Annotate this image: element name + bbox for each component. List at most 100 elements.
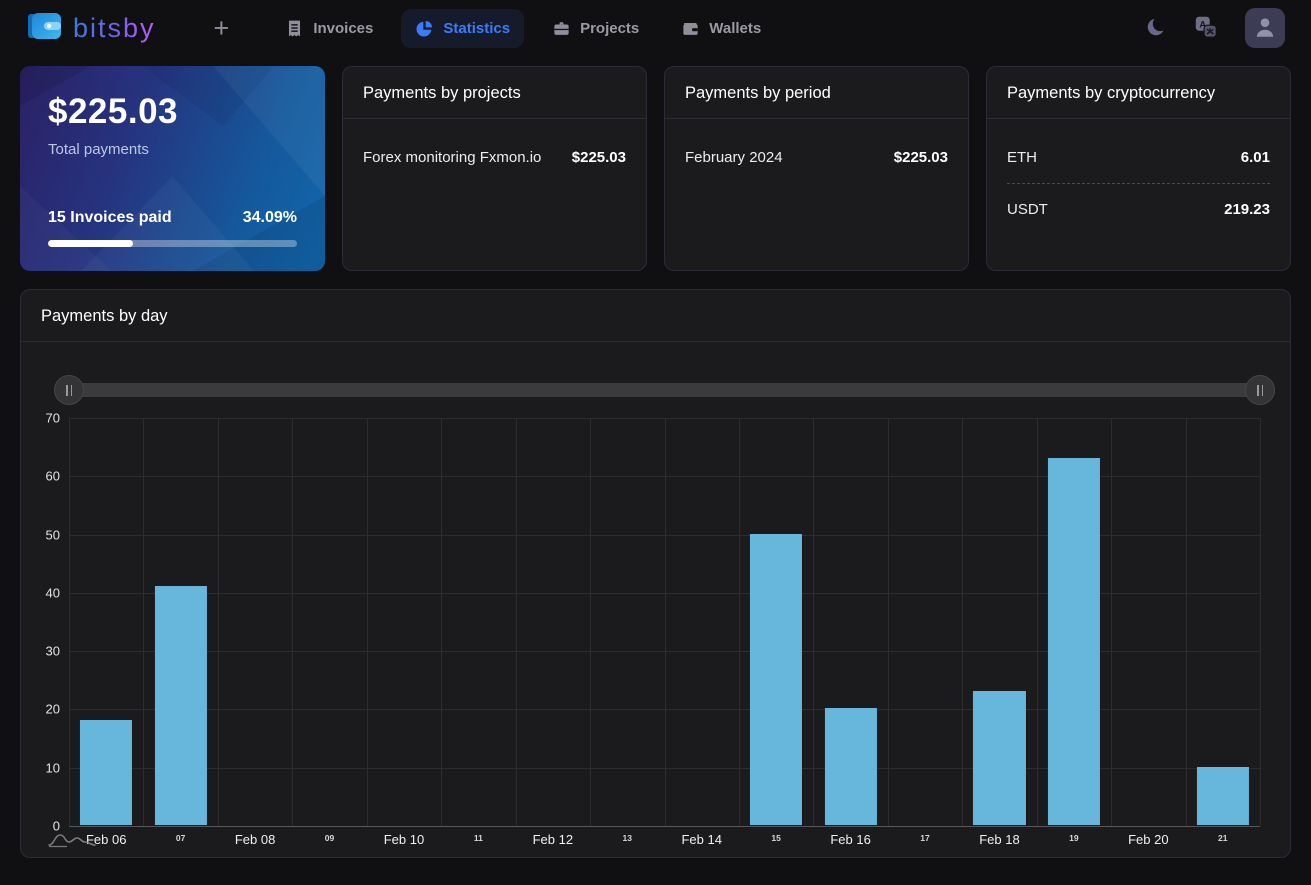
plot-area [69, 418, 1260, 826]
gridline [665, 418, 666, 826]
gridline [888, 418, 889, 826]
language-switcher[interactable]: A [1193, 14, 1219, 43]
chart-bar-feb-06[interactable] [80, 720, 132, 825]
chart-bar-19[interactable] [1048, 458, 1100, 825]
slider-track[interactable] [69, 383, 1260, 397]
x-axis-label: Feb 20 [1128, 832, 1168, 847]
chart-bar-07[interactable] [155, 586, 207, 825]
gridline [1260, 418, 1261, 826]
y-axis-label: 30 [46, 644, 60, 659]
range-slider [69, 375, 1260, 405]
project-name: Forex monitoring Fxmon.io [363, 149, 541, 166]
briefcase-icon [552, 19, 571, 38]
chart-bar-feb-16[interactable] [825, 708, 877, 825]
payments-by-crypto-card: Payments by cryptocurrency ETH 6.01 USDT… [986, 66, 1291, 271]
y-axis-label: 10 [46, 760, 60, 775]
amcharts-logo-icon[interactable] [47, 829, 99, 854]
gridline [1037, 418, 1038, 826]
chart-bar-feb-18[interactable] [973, 691, 1025, 825]
y-axis-label: 50 [46, 527, 60, 542]
main-nav: Invoices Statistics Projects [271, 9, 775, 48]
crypto-row-usdt: USDT 219.23 [1007, 199, 1270, 220]
gridline [516, 418, 517, 826]
x-axis-label: Feb 16 [830, 832, 870, 847]
x-axis-label: 15 [771, 833, 780, 843]
invoices-paid-row: 15 Invoices paid 34.09% [48, 209, 297, 227]
crypto-amount: 6.01 [1241, 149, 1270, 166]
gridline [218, 418, 219, 826]
nav-item-label: Statistics [443, 20, 510, 37]
dark-mode-toggle[interactable] [1145, 16, 1167, 41]
gridline [813, 418, 814, 826]
nav-item-label: Invoices [313, 20, 373, 37]
card-title: Payments by projects [343, 67, 646, 119]
card-title: Payments by period [665, 67, 968, 119]
invoices-paid-count: 15 Invoices paid [48, 209, 172, 227]
translate-icon: A [1193, 28, 1219, 43]
gridline [441, 418, 442, 826]
y-axis-label: 20 [46, 702, 60, 717]
x-axis-label: Feb 08 [235, 832, 275, 847]
total-payments-card: $225.03 Total payments 15 Invoices paid … [20, 66, 325, 271]
project-row: Forex monitoring Fxmon.io $225.03 [363, 147, 626, 168]
y-axis-label: 40 [46, 585, 60, 600]
moon-icon [1145, 26, 1167, 41]
x-axis-label: Feb 12 [533, 832, 573, 847]
gridline [1111, 418, 1112, 826]
y-axis-label: 60 [46, 469, 60, 484]
nav-item-wallets[interactable]: Wallets [667, 9, 775, 48]
slider-handle-right[interactable] [1245, 375, 1275, 405]
summary-cards-row: $225.03 Total payments 15 Invoices paid … [20, 66, 1291, 271]
chart-bar-15[interactable] [750, 534, 802, 825]
pie-chart-icon [415, 19, 434, 38]
brand-name: bitsby [73, 13, 156, 44]
nav-item-label: Wallets [709, 20, 761, 37]
gridline [367, 418, 368, 826]
nav-item-statistics[interactable]: Statistics [401, 9, 524, 48]
paid-progress-bar [48, 240, 297, 247]
y-axis-label: 70 [46, 411, 60, 426]
x-axis-label: 11 [474, 833, 483, 843]
period-row: February 2024 $225.03 [685, 147, 948, 168]
chart-bar-21[interactable] [1197, 767, 1249, 825]
receipt-icon [285, 19, 304, 38]
crypto-name: ETH [1007, 149, 1037, 166]
paid-percent: 34.09% [243, 209, 297, 227]
x-axis-label: 19 [1069, 833, 1078, 843]
x-axis-label: 17 [920, 833, 929, 843]
nav-item-projects[interactable]: Projects [538, 9, 653, 48]
x-axis-label: Feb 18 [979, 832, 1019, 847]
wallet-logo-icon [26, 11, 63, 46]
period-name: February 2024 [685, 149, 783, 166]
gridline [69, 418, 70, 826]
nav-item-invoices[interactable]: Invoices [271, 9, 387, 48]
total-payments-amount: $225.03 [48, 92, 297, 132]
gridline [962, 418, 963, 826]
x-axis-label: 07 [176, 833, 185, 843]
period-amount: $225.03 [894, 149, 948, 166]
add-button[interactable]: + [214, 15, 230, 42]
gridline [143, 418, 144, 826]
chart-body: 010203040506070 Feb 0607Feb 0809Feb 1011… [21, 375, 1290, 856]
slider-handle-left[interactable] [54, 375, 84, 405]
crypto-amount: 219.23 [1224, 201, 1270, 218]
bar-chart: 010203040506070 [35, 418, 1260, 826]
crypto-row-eth: ETH 6.01 [1007, 147, 1270, 168]
x-axis: Feb 0607Feb 0809Feb 1011Feb 1213Feb 1415… [69, 826, 1260, 856]
main-content: $225.03 Total payments 15 Invoices paid … [0, 56, 1311, 878]
y-axis: 010203040506070 [35, 418, 69, 826]
crypto-name: USDT [1007, 201, 1048, 218]
x-axis-label: 09 [325, 833, 334, 843]
gridline [739, 418, 740, 826]
x-axis-label: 13 [623, 833, 632, 843]
payments-by-projects-card: Payments by projects Forex monitoring Fx… [342, 66, 647, 271]
user-avatar[interactable] [1245, 8, 1285, 48]
card-title: Payments by cryptocurrency [987, 67, 1290, 119]
wallet-icon [681, 19, 700, 38]
nav-item-label: Projects [580, 20, 639, 37]
brand[interactable]: bitsby [26, 11, 156, 46]
gridline [292, 418, 293, 826]
x-axis-label: Feb 10 [384, 832, 424, 847]
total-payments-label: Total payments [48, 141, 297, 158]
chart-title: Payments by day [21, 290, 1290, 342]
